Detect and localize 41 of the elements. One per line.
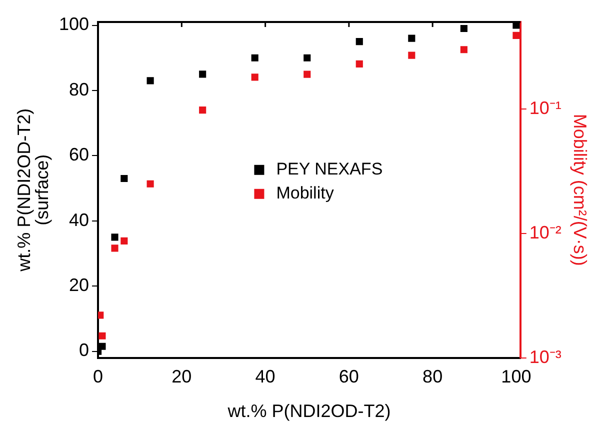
point <box>356 38 363 46</box>
point <box>304 70 311 78</box>
x-tick-label: 40 <box>255 366 276 387</box>
x-tick-label: 80 <box>422 366 443 387</box>
legend-label: PEY NEXAFS <box>276 160 383 179</box>
point <box>251 54 258 62</box>
point <box>356 60 363 68</box>
point <box>512 32 520 39</box>
y2-tick-label: 10⁻¹ <box>529 98 562 118</box>
y2-tick-label: 10⁻² <box>529 222 562 242</box>
x-axis-title: wt.% P(NDI2OD-T2) <box>226 401 391 422</box>
x-tick-label: 100 <box>501 366 532 387</box>
point <box>251 74 258 81</box>
point <box>146 77 154 84</box>
point <box>98 342 106 350</box>
point <box>460 24 468 32</box>
point <box>146 180 154 188</box>
point <box>199 70 206 78</box>
x-tick-label: 60 <box>338 366 359 387</box>
point <box>408 52 416 59</box>
point <box>199 106 206 114</box>
y2-tick-label: 10⁻³ <box>529 346 562 367</box>
point <box>120 237 128 244</box>
y-tick-label: 80 <box>69 79 90 100</box>
point <box>120 174 128 182</box>
y-axis-title: wt.% P(NDI2OD-T2) (surface) <box>14 108 52 272</box>
y2-axis-title: Mobility (cm²/(V·s)) <box>570 114 590 266</box>
point <box>111 244 118 252</box>
y-tick-label: 40 <box>69 210 90 230</box>
point <box>98 332 106 340</box>
point <box>408 34 416 42</box>
y-tick-label: 0 <box>79 340 90 360</box>
y-tick-label: 100 <box>58 14 90 34</box>
x-tick-label: 0 <box>93 366 104 387</box>
legend-label: Mobility <box>276 184 334 203</box>
y-tick-label: 20 <box>69 275 90 296</box>
y-tick-label: 60 <box>69 144 90 165</box>
point <box>111 234 118 241</box>
x-tick-label: 20 <box>172 366 192 387</box>
point <box>304 54 311 62</box>
point <box>460 46 468 54</box>
